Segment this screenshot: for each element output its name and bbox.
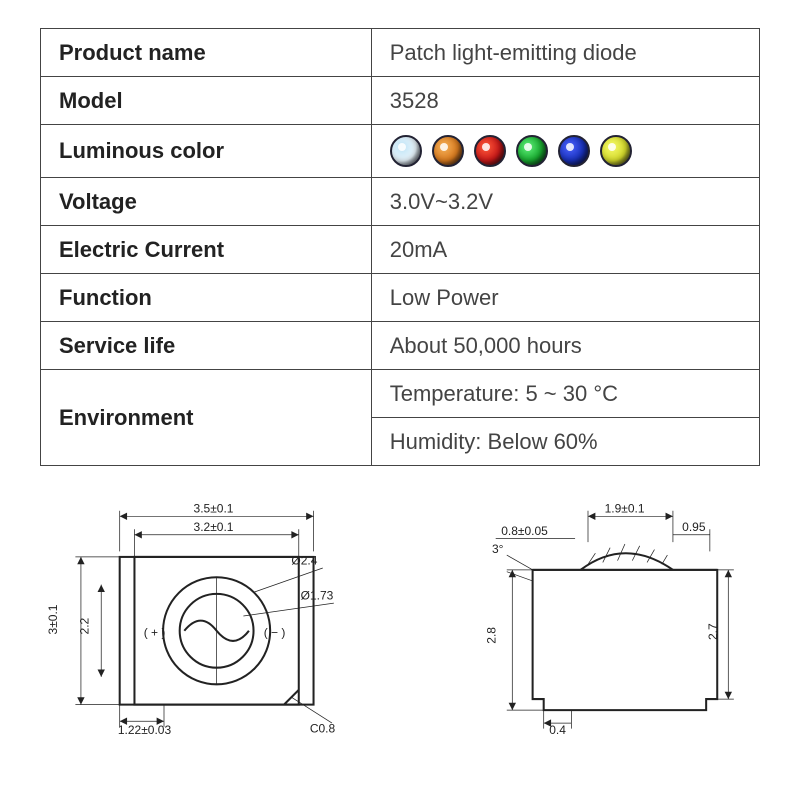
dim-right-step: 0.95 (682, 520, 706, 534)
table-row: Electric Current20mA (41, 226, 760, 274)
polarity-plus: ( + ) (144, 625, 166, 639)
table-row: Service lifeAbout 50,000 hours (41, 322, 760, 370)
dim-top-w: 1.9±0.1 (605, 502, 645, 516)
dim-foot: 0.4 (549, 723, 566, 736)
spec-value: Patch light-emitting diode (371, 29, 759, 77)
diagram-top-view: 3.5±0.1 3.2±0.1 (44, 496, 380, 741)
spec-value: About 50,000 hours (371, 322, 759, 370)
led-color-icon (516, 135, 548, 167)
spec-label: Model (41, 77, 372, 125)
technical-diagrams: 3.5±0.1 3.2±0.1 (40, 496, 760, 741)
spec-value: Temperature: 5 ~ 30 °C (371, 370, 759, 418)
spec-table: Product namePatch light-emitting diodeMo… (40, 28, 760, 466)
table-row: Voltage3.0V~3.2V (41, 178, 760, 226)
dim-d1: Ø2.4 (291, 553, 317, 567)
dim-outer-w: 3.5±0.1 (194, 502, 234, 516)
dim-pad: 1.22±0.03 (118, 723, 172, 736)
dim-chamfer: C0.8 (310, 721, 336, 735)
dim-angle: 3° (492, 542, 504, 556)
led-color-icon (600, 135, 632, 167)
spec-value: 3528 (371, 77, 759, 125)
led-color-icon (390, 135, 422, 167)
led-color-icon (432, 135, 464, 167)
led-color-icon (474, 135, 506, 167)
table-row: EnvironmentTemperature: 5 ~ 30 °C (41, 370, 760, 418)
table-row: Model3528 (41, 77, 760, 125)
spec-label: Voltage (41, 178, 372, 226)
spec-value: Humidity: Below 60% (371, 418, 759, 466)
table-row: FunctionLow Power (41, 274, 760, 322)
led-color-row (390, 135, 741, 167)
table-row: Luminous color (41, 125, 760, 178)
diagram-side-view: 1.9±0.1 0.95 0.8±0.05 3° (420, 496, 756, 741)
spec-label: Product name (41, 29, 372, 77)
dim-inner-w: 3.2±0.1 (194, 520, 234, 534)
spec-label: Service life (41, 322, 372, 370)
dim-overall-h: 2.7 (706, 623, 720, 640)
led-color-icon (558, 135, 590, 167)
spec-value: Low Power (371, 274, 759, 322)
spec-label: Luminous color (41, 125, 372, 178)
spec-value: 20mA (371, 226, 759, 274)
spec-value: 3.0V~3.2V (371, 178, 759, 226)
polarity-minus: ( − ) (264, 625, 286, 639)
spec-value (371, 125, 759, 178)
dim-h-inner: 2.2 (77, 617, 91, 634)
dim-lens-h: 0.8±0.05 (501, 524, 548, 538)
dim-body-h: 2.8 (485, 627, 499, 644)
table-row: Product namePatch light-emitting diode (41, 29, 760, 77)
dim-h-outer: 3±0.1 (46, 604, 60, 634)
spec-label: Electric Current (41, 226, 372, 274)
spec-label: Function (41, 274, 372, 322)
spec-label: Environment (41, 370, 372, 466)
dim-d2: Ø1.73 (301, 588, 334, 602)
